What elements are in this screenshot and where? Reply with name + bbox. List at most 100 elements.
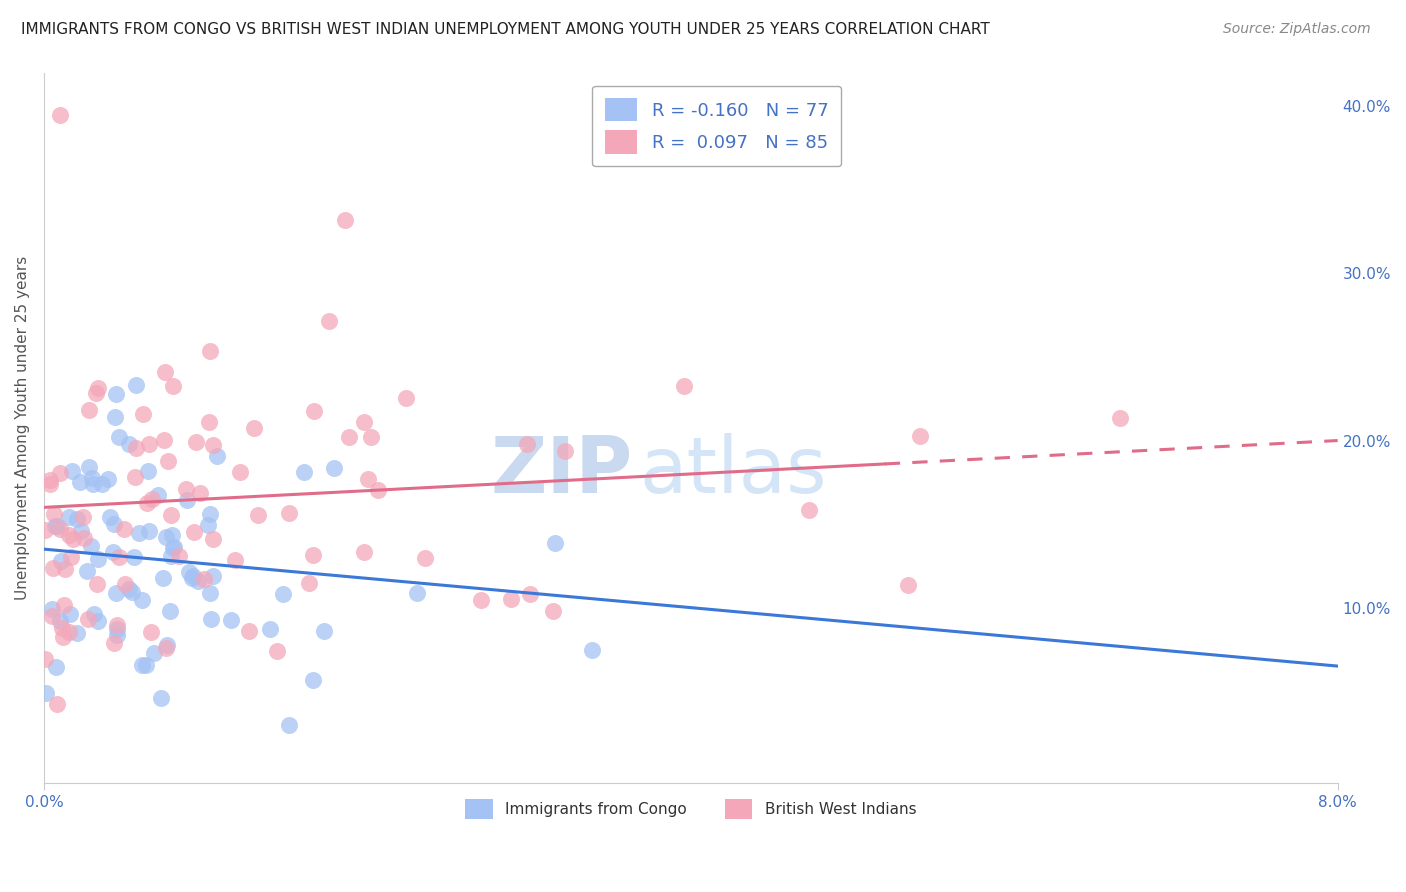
Point xyxy=(38,474,60,488)
Point xyxy=(353,545,375,559)
Point xyxy=(104,585,127,599)
Point xyxy=(163,541,186,555)
Point xyxy=(49,554,72,568)
Point xyxy=(34,523,56,537)
Point xyxy=(159,604,181,618)
Point xyxy=(103,545,125,559)
Point xyxy=(146,487,169,501)
Point xyxy=(1108,411,1130,425)
Point xyxy=(49,108,72,122)
Point xyxy=(41,608,63,623)
Point xyxy=(51,621,73,635)
Point xyxy=(34,652,56,666)
Point xyxy=(124,470,146,484)
Point xyxy=(357,472,380,486)
Point xyxy=(160,508,183,523)
Point xyxy=(202,532,225,546)
Point xyxy=(554,443,576,458)
Point xyxy=(413,550,436,565)
Point xyxy=(122,549,145,564)
Point xyxy=(198,343,221,358)
Point xyxy=(86,381,108,395)
Point xyxy=(128,525,150,540)
Point xyxy=(353,415,375,429)
Point xyxy=(277,717,299,731)
Point xyxy=(131,593,153,607)
Point xyxy=(45,519,67,533)
Point xyxy=(87,614,110,628)
Point xyxy=(155,641,177,656)
Point xyxy=(73,531,96,545)
Point xyxy=(198,586,221,600)
Point xyxy=(44,519,66,533)
Point xyxy=(322,460,344,475)
Point xyxy=(52,630,75,644)
Point xyxy=(49,466,72,480)
Point xyxy=(499,591,522,606)
Point xyxy=(114,577,136,591)
Point xyxy=(201,569,224,583)
Point xyxy=(41,602,63,616)
Point xyxy=(76,564,98,578)
Point xyxy=(519,587,541,601)
Point xyxy=(581,643,603,657)
Point xyxy=(302,673,325,687)
Point xyxy=(897,578,920,592)
Point xyxy=(298,576,321,591)
Legend: Immigrants from Congo, British West Indians: Immigrants from Congo, British West Indi… xyxy=(460,793,922,825)
Text: ZIP: ZIP xyxy=(491,433,633,508)
Point xyxy=(138,524,160,538)
Point xyxy=(180,571,202,585)
Point xyxy=(52,598,75,612)
Point xyxy=(333,213,356,227)
Point xyxy=(152,571,174,585)
Point xyxy=(135,657,157,672)
Point xyxy=(157,454,180,468)
Point xyxy=(59,549,82,564)
Point xyxy=(167,549,190,564)
Point xyxy=(108,550,131,565)
Point xyxy=(105,618,128,632)
Point xyxy=(46,698,69,712)
Point xyxy=(103,516,125,531)
Point xyxy=(39,477,62,491)
Point xyxy=(219,613,242,627)
Point xyxy=(318,314,340,328)
Point xyxy=(184,434,207,449)
Point xyxy=(82,476,104,491)
Point xyxy=(162,541,184,555)
Text: Source: ZipAtlas.com: Source: ZipAtlas.com xyxy=(1223,22,1371,37)
Point xyxy=(278,506,301,520)
Point xyxy=(70,524,93,539)
Point xyxy=(367,483,389,497)
Point xyxy=(53,562,76,576)
Point xyxy=(544,536,567,550)
Point xyxy=(224,553,246,567)
Point xyxy=(797,503,820,517)
Point xyxy=(84,385,107,400)
Point xyxy=(58,625,80,640)
Point xyxy=(302,404,325,418)
Point xyxy=(98,509,121,524)
Point xyxy=(59,607,82,622)
Text: atlas: atlas xyxy=(638,433,827,508)
Point xyxy=(107,622,129,636)
Point xyxy=(125,441,148,455)
Point xyxy=(125,378,148,392)
Point xyxy=(337,430,360,444)
Point xyxy=(149,691,172,706)
Point xyxy=(193,572,215,586)
Point xyxy=(302,548,325,562)
Point xyxy=(247,508,270,522)
Point xyxy=(243,421,266,435)
Point xyxy=(107,430,129,444)
Point xyxy=(35,686,58,700)
Point xyxy=(131,658,153,673)
Point xyxy=(229,465,252,479)
Point xyxy=(66,626,89,640)
Point xyxy=(188,486,211,500)
Point xyxy=(104,409,127,424)
Point xyxy=(45,659,67,673)
Point xyxy=(181,569,204,583)
Point xyxy=(183,525,205,540)
